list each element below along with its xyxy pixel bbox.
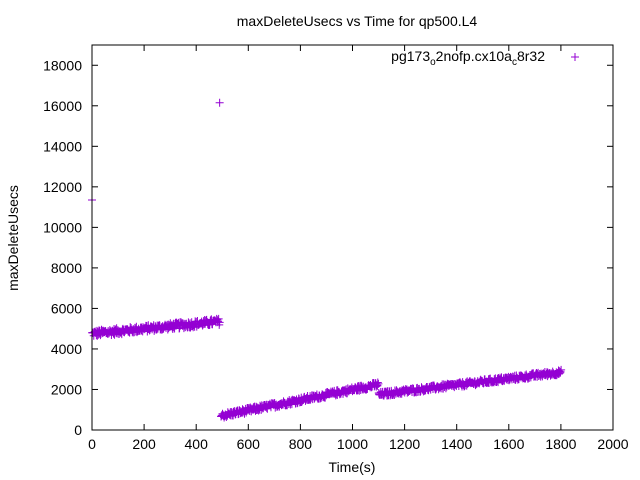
legend-label-part: pg173 — [391, 48, 430, 64]
data-point — [215, 318, 224, 327]
x-tick-label: 1200 — [389, 436, 420, 452]
y-axis-title: maxDeleteUsecs — [5, 185, 21, 291]
legend-label-part: 2nofp.cx10a — [436, 48, 512, 64]
y-tick-label: 10000 — [43, 219, 82, 235]
data-point — [373, 378, 382, 387]
x-tick-label: 600 — [237, 436, 261, 452]
data-point — [557, 365, 566, 374]
y-tick-label: 18000 — [43, 57, 82, 73]
x-tick-label: 1800 — [545, 436, 576, 452]
x-tick-label: 0 — [88, 436, 96, 452]
data-point — [214, 314, 223, 323]
data-point — [556, 367, 565, 376]
legend: pg173o2nofp.cx10ac8r32 — [391, 48, 579, 68]
data-point-outlier — [215, 98, 224, 107]
y-tick-label: 8000 — [51, 260, 82, 276]
data-point — [257, 405, 266, 414]
data-point — [555, 367, 564, 376]
x-tick-label: 1600 — [493, 436, 524, 452]
x-axis: 0 200 400 600 800 1000 1200 1400 1600 1800 2000 — [88, 45, 629, 452]
legend-marker — [571, 53, 579, 61]
y-tick-label: 2000 — [51, 381, 82, 397]
y-axis: 0 2000 4000 6000 8000 10000 12000 14000 16000 180… — [43, 57, 613, 438]
legend-label: pg173o2nofp.cx10ac8r32 — [391, 48, 545, 68]
data-point — [374, 379, 383, 388]
legend-label-part: 8r32 — [517, 48, 545, 64]
x-tick-label: 200 — [132, 436, 156, 452]
legend-label-subscript: c — [512, 57, 517, 68]
x-tick-label: 1400 — [441, 436, 472, 452]
x-tick-label: 400 — [185, 436, 209, 452]
x-tick-label: 1000 — [337, 436, 368, 452]
y-tick-label: 14000 — [43, 138, 82, 154]
y-tick-label: 16000 — [43, 98, 82, 114]
x-tick-label: 800 — [289, 436, 313, 452]
x-tick-label: 2000 — [597, 436, 628, 452]
data-points — [88, 98, 566, 422]
y-tick-label: 4000 — [51, 341, 82, 357]
legend-marker-symbol — [571, 53, 579, 61]
y-tick-label: 6000 — [51, 300, 82, 316]
chart-title: maxDeleteUsecs vs Time for qp500.L4 — [237, 13, 478, 29]
x-axis-title: Time(s) — [329, 459, 376, 475]
legend-label-subscript: o — [430, 57, 436, 68]
y-tick-label: 0 — [74, 422, 82, 438]
y-tick-label: 12000 — [43, 179, 82, 195]
